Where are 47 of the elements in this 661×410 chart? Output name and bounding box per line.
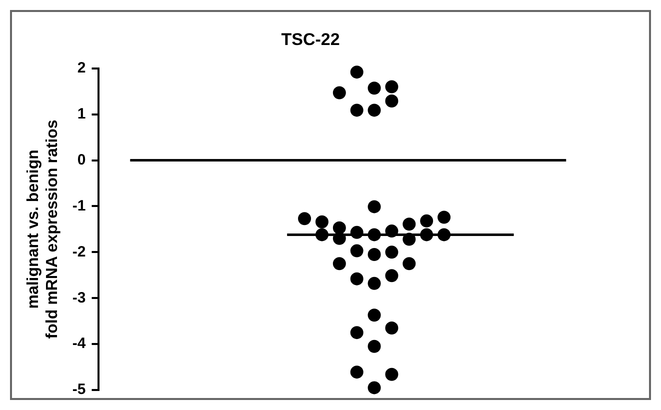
- point: [438, 228, 451, 242]
- point: [350, 104, 364, 117]
- y-tick-label: 2: [77, 60, 86, 77]
- point: [368, 381, 381, 394]
- point: [402, 218, 416, 231]
- point: [368, 340, 381, 353]
- point: [385, 269, 398, 282]
- point: [332, 257, 346, 270]
- y-tick-label: -1: [72, 197, 86, 214]
- chart-title: TSC-22: [281, 30, 340, 49]
- point: [332, 86, 346, 100]
- point: [350, 66, 364, 79]
- point: [368, 308, 381, 322]
- point: [350, 244, 364, 258]
- point: [315, 215, 328, 228]
- point: [350, 366, 364, 379]
- y-tick-label: -3: [72, 289, 86, 306]
- point: [385, 94, 398, 108]
- y-axis-title: malignant vs. benign fold mRNA expression ratios: [25, 120, 62, 339]
- y-tick-label: 0: [77, 151, 86, 168]
- point: [332, 221, 346, 234]
- point: [350, 272, 364, 286]
- y-tick-label: -4: [72, 335, 86, 352]
- y-tick-label: 1: [77, 105, 86, 122]
- point: [438, 210, 451, 224]
- point: [368, 104, 381, 117]
- point: [385, 321, 398, 334]
- point: [402, 257, 416, 270]
- point: [368, 248, 381, 261]
- point: [350, 226, 364, 239]
- point: [332, 232, 346, 245]
- point: [368, 82, 381, 95]
- point: [402, 232, 416, 246]
- y-tick-label: -2: [72, 243, 86, 260]
- point: [420, 214, 434, 228]
- point: [350, 326, 364, 340]
- point: [385, 368, 398, 381]
- point: [368, 276, 381, 290]
- point: [298, 212, 312, 226]
- point: [368, 200, 381, 214]
- point: [420, 228, 434, 242]
- point: [315, 228, 328, 242]
- point: [385, 224, 398, 238]
- point: [385, 80, 398, 94]
- point: [385, 246, 398, 259]
- y-tick-label: -5: [72, 381, 86, 398]
- point: [368, 228, 381, 242]
